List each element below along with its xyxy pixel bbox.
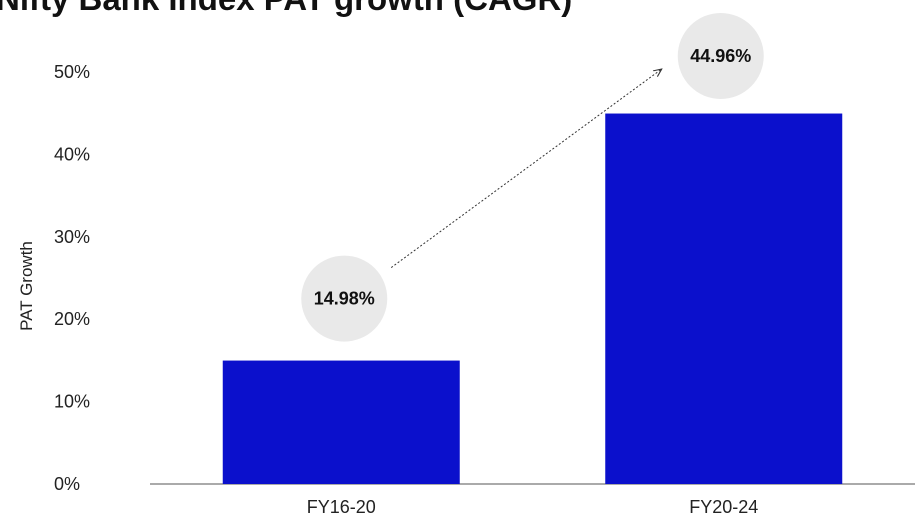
data-label-bubble bbox=[677, 13, 764, 99]
data-label-bubble bbox=[301, 255, 388, 342]
data-label: 44.96% bbox=[690, 46, 751, 66]
x-tick-label: FY20-24 bbox=[689, 497, 758, 516]
y-tick-label: 40% bbox=[54, 144, 90, 164]
y-tick-label: 10% bbox=[54, 392, 90, 412]
bar bbox=[222, 360, 460, 484]
y-tick-label: 50% bbox=[54, 62, 90, 82]
chart-title: Nifty Bank Index PAT growth (CAGR) bbox=[0, 0, 572, 18]
y-tick-label: 30% bbox=[54, 227, 90, 247]
y-tick-label: 0% bbox=[54, 474, 80, 494]
x-tick-label: FY16-20 bbox=[307, 497, 376, 516]
data-label: 14.98% bbox=[314, 289, 375, 309]
bar bbox=[605, 113, 843, 484]
y-axis-label: PAT Growth bbox=[17, 241, 36, 331]
y-tick-label: 20% bbox=[54, 309, 90, 329]
